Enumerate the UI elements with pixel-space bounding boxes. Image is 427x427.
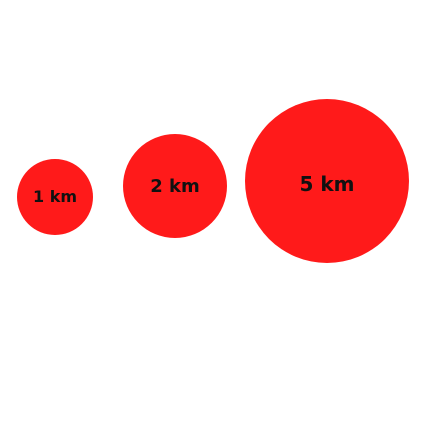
radius-circle-5km: 5 km [245,99,409,263]
radius-circle-1km: 1 km [17,159,93,235]
radius-label-5km: 5 km [299,172,355,196]
radius-label-1km: 1 km [32,187,77,206]
radius-circle-2km: 2 km [123,134,227,238]
radius-label-2km: 2 km [150,176,200,197]
